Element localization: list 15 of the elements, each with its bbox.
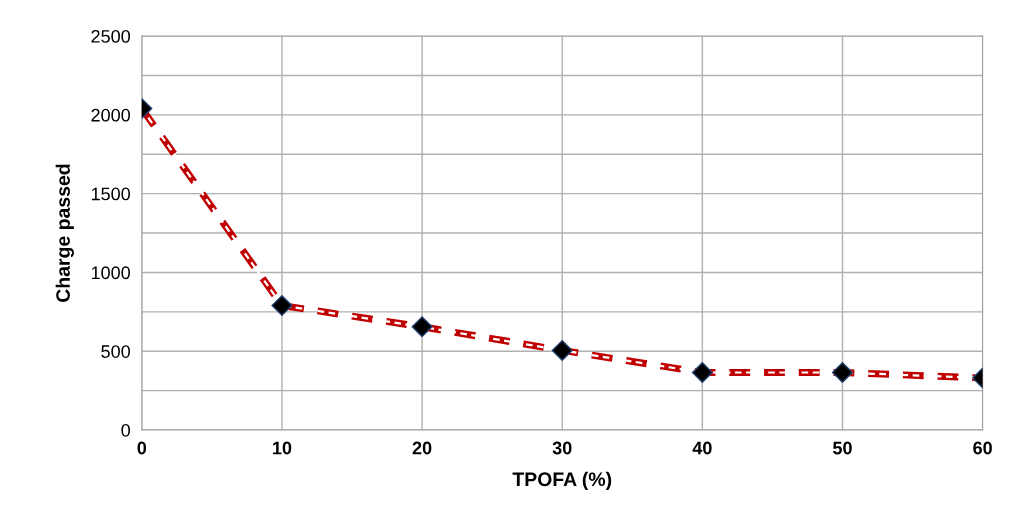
y-tick-label: 500 xyxy=(101,345,131,358)
y-tick-label: 0 xyxy=(121,423,130,437)
x-tick-label: 0 xyxy=(137,441,147,455)
x-tick-label: 50 xyxy=(832,441,852,455)
y-tick-label: 2500 xyxy=(91,29,131,43)
x-axis-title: TPOFA (%) xyxy=(512,471,612,490)
x-tick-label: 10 xyxy=(273,441,292,455)
y-tick-label: 2000 xyxy=(91,108,131,122)
y-axis-title: Charge passed xyxy=(55,164,74,302)
y-tick-label: 1000 xyxy=(91,266,131,280)
y-tick-label: 1500 xyxy=(91,187,131,201)
x-tick-label: 60 xyxy=(973,441,992,455)
x-tick-label: 30 xyxy=(552,441,572,455)
x-tick-label: 40 xyxy=(692,441,712,455)
x-tick-label: 20 xyxy=(412,441,432,455)
